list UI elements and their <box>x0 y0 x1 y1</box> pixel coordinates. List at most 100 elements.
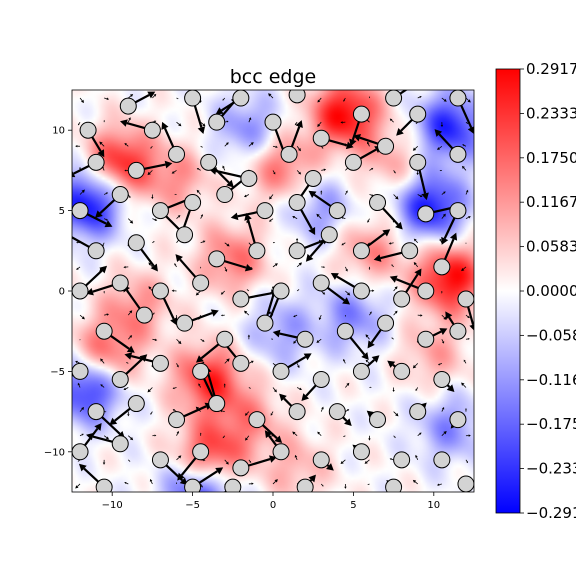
atom <box>208 250 226 268</box>
atom <box>304 169 322 187</box>
colorbar-tick-label: −0.2333 <box>526 460 576 478</box>
field-arrow <box>367 141 370 147</box>
field-arrow <box>176 121 182 127</box>
atom <box>216 330 234 348</box>
atom <box>79 121 97 139</box>
field-arrow <box>123 387 129 391</box>
atom <box>272 443 290 461</box>
field-arrow <box>461 266 467 272</box>
field-arrow <box>224 266 228 272</box>
field-arrow <box>393 411 399 417</box>
field-arrow <box>199 432 202 436</box>
atom <box>264 113 282 131</box>
atom <box>352 282 370 300</box>
atom <box>192 362 210 380</box>
field-arrow <box>393 194 399 200</box>
atom <box>369 411 387 429</box>
atom <box>433 451 451 469</box>
atom <box>232 90 250 107</box>
atom <box>457 290 474 308</box>
atom <box>111 370 129 388</box>
field-arrow <box>196 189 201 195</box>
field-arrow <box>412 479 418 485</box>
y-tick-label: −5 <box>50 367 65 378</box>
atom <box>72 362 89 380</box>
field-arrow <box>439 170 442 172</box>
y-axis: 10 5 0 −5 −10 <box>44 126 72 458</box>
field-arrow <box>292 216 298 219</box>
field-arrow <box>248 142 254 147</box>
field-arrow <box>79 314 85 320</box>
field-arrow <box>103 192 109 195</box>
atom <box>417 330 435 348</box>
y-tick-label: 5 <box>59 206 65 217</box>
field-arrow <box>440 122 444 128</box>
field-arrow <box>248 482 254 485</box>
field-arrow <box>200 214 203 219</box>
atom <box>240 169 258 187</box>
field-arrow <box>127 117 131 123</box>
atom <box>151 451 169 469</box>
atom <box>352 443 370 461</box>
plot-area <box>72 90 474 492</box>
x-tick-label: 10 <box>427 500 440 511</box>
field-arrow <box>391 337 394 340</box>
field-arrow <box>176 455 182 461</box>
atom <box>449 90 467 107</box>
colorbar-tick-label: −0.1167 <box>526 371 576 389</box>
colorbar-tick-label: 0.1750 <box>526 149 576 167</box>
atom <box>352 362 370 380</box>
atom <box>192 443 210 461</box>
field-arrow <box>340 121 346 124</box>
field-arrow <box>367 483 370 486</box>
field-arrow <box>412 363 419 369</box>
field-arrow <box>341 242 346 246</box>
field-arrow <box>220 290 226 295</box>
field-arrow <box>413 238 419 244</box>
field-arrow <box>317 431 322 436</box>
atom <box>409 153 427 171</box>
field-arrow <box>152 338 158 342</box>
field-arrow <box>368 266 371 270</box>
colorbar-tick-label: −0.2917 <box>526 504 576 522</box>
field-arrow <box>296 289 300 292</box>
field-arrow <box>465 337 470 340</box>
field-arrow <box>340 459 346 465</box>
field-arrow <box>343 435 346 437</box>
field-arrow <box>79 339 81 341</box>
field-arrow <box>389 118 394 123</box>
field-arrow <box>465 121 469 124</box>
field-arrow <box>318 314 322 321</box>
atom <box>95 322 113 340</box>
field-arrow <box>461 382 467 388</box>
field-arrow <box>296 262 302 268</box>
field-arrow <box>104 313 110 316</box>
field-arrow <box>127 335 133 340</box>
field-arrow <box>392 387 395 393</box>
field-arrow <box>272 242 276 244</box>
field-arrow <box>77 382 81 388</box>
field-arrow <box>367 218 370 223</box>
field-arrow <box>176 430 179 436</box>
atom <box>409 403 427 421</box>
atom <box>127 161 145 179</box>
field-arrow <box>437 362 442 366</box>
field-arrow <box>176 215 181 219</box>
field-arrow <box>77 121 81 126</box>
atom <box>336 322 354 340</box>
field-arrow <box>127 310 133 316</box>
field-arrow <box>103 119 105 123</box>
atom <box>192 274 210 292</box>
field-arrow <box>321 168 327 172</box>
field-arrow <box>364 459 370 464</box>
field-arrow <box>441 430 447 437</box>
field-arrow <box>441 213 446 219</box>
atom <box>312 129 330 147</box>
colorbar-tick-label: −0.0583 <box>526 326 576 344</box>
atom <box>119 97 137 115</box>
atom <box>168 145 186 163</box>
atom <box>232 354 250 372</box>
atom <box>72 282 89 300</box>
field-arrow <box>462 144 467 147</box>
atoms-layer <box>72 90 474 492</box>
